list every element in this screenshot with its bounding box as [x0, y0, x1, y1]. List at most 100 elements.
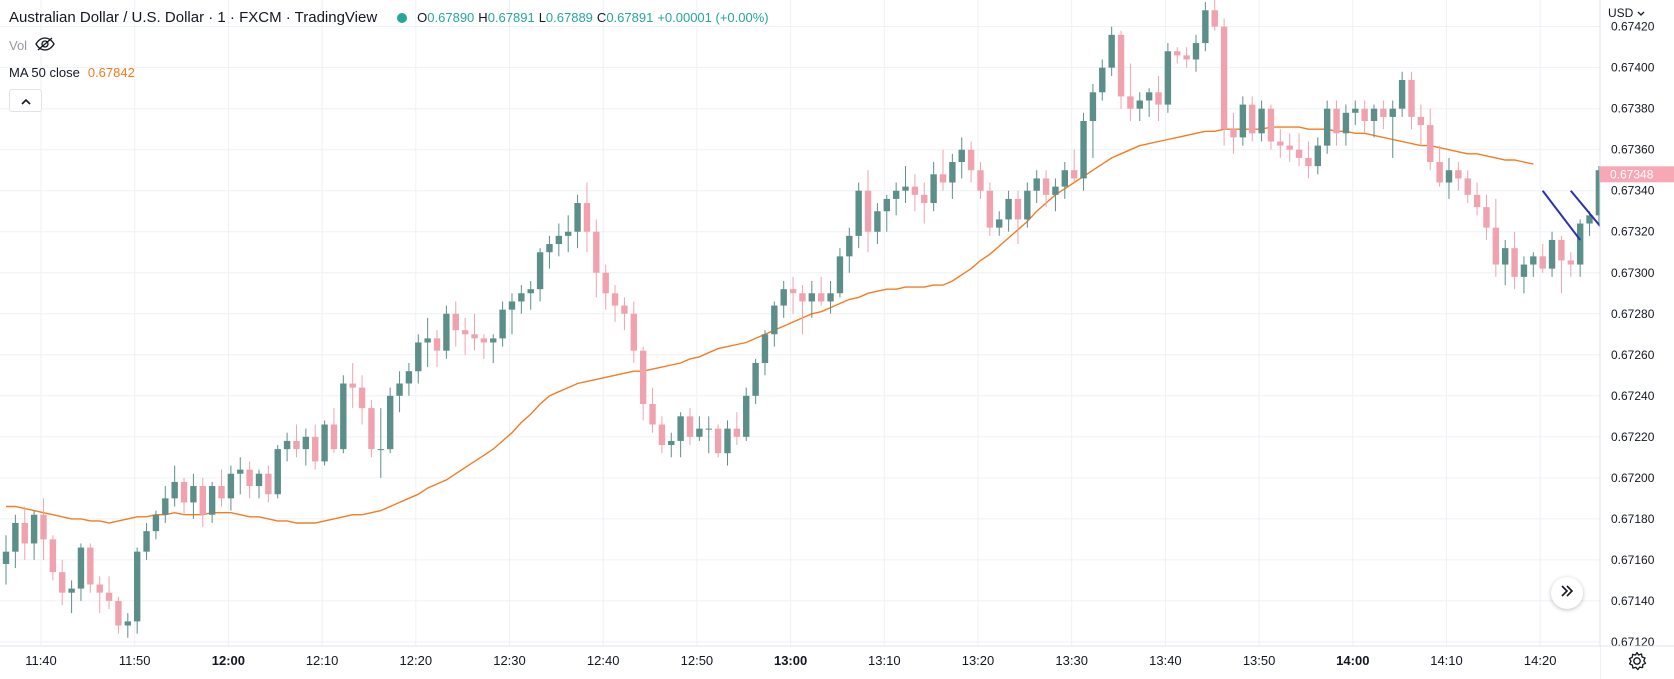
candle	[1070, 149, 1078, 183]
candle-body	[190, 486, 197, 503]
candle	[799, 285, 806, 335]
candle-body	[883, 198, 890, 212]
candle-body	[696, 428, 703, 437]
candle-body	[630, 313, 637, 351]
candle	[921, 182, 928, 224]
candle	[340, 375, 347, 454]
legend-ma-row[interactable]: MA 50 close 0.67842	[9, 65, 135, 80]
candle	[312, 424, 319, 470]
candle-body	[21, 522, 28, 544]
candle-body	[1070, 170, 1078, 179]
x-tick-label: 13:10	[868, 653, 901, 668]
candle-body	[471, 334, 478, 339]
candle-body	[565, 231, 572, 236]
candle-body	[1576, 223, 1584, 265]
candle	[1183, 47, 1190, 68]
scroll-to-realtime-button[interactable]	[1551, 577, 1583, 609]
candle	[696, 416, 703, 441]
candle	[1127, 63, 1134, 121]
price-axis[interactable]: 0.67120 0.67140 0.67160 0.67180 0.67200 0.672…	[1599, 0, 1674, 679]
y-tick-label: 0.67360	[1611, 143, 1655, 157]
x-tick-label: 12:10	[306, 653, 339, 668]
candle	[761, 330, 769, 376]
candle	[621, 297, 628, 331]
candle-body	[1398, 79, 1406, 109]
candle	[1455, 162, 1462, 191]
candle-body	[892, 190, 900, 199]
candle	[1333, 100, 1340, 146]
candle-body	[2, 551, 10, 564]
candle-body	[237, 469, 244, 474]
candle	[1211, 0, 1218, 31]
candle-body	[1145, 92, 1153, 101]
candle-body	[265, 473, 272, 495]
y-tick-label: 0.67380	[1611, 102, 1655, 116]
candle	[265, 465, 272, 503]
candle	[246, 461, 253, 499]
candle-body	[105, 592, 113, 601]
ohlc-open-key: O	[417, 10, 428, 25]
candle-body	[1220, 26, 1228, 130]
candle	[1445, 157, 1453, 199]
candle	[518, 285, 525, 314]
trend-line-drawing[interactable]	[1541, 190, 1581, 241]
candle-body	[977, 170, 984, 191]
symbol-title[interactable]: Australian Dollar / U.S. Dollar · 1 · FX…	[9, 9, 378, 26]
candle	[349, 362, 356, 409]
candle-body	[1408, 79, 1415, 117]
legend-volume-row[interactable]: Vol	[9, 37, 55, 54]
candle-body	[87, 547, 94, 585]
candle	[1286, 133, 1293, 163]
candle-body	[752, 362, 759, 396]
eye-off-icon[interactable]	[35, 37, 55, 54]
candle	[1230, 112, 1237, 154]
candle-body	[602, 272, 609, 294]
candle	[949, 153, 956, 199]
candle-body	[1295, 149, 1303, 158]
candle	[536, 248, 544, 302]
ma-label[interactable]: MA 50 close	[9, 65, 80, 80]
candle	[902, 166, 909, 204]
collapse-legend-button[interactable]	[9, 89, 42, 112]
candle-body	[490, 338, 497, 343]
candle	[565, 215, 572, 253]
candle	[1502, 239, 1509, 286]
candle	[836, 248, 844, 298]
ohlc-open: O0.67890	[417, 10, 474, 25]
candle	[668, 432, 675, 458]
candle	[752, 358, 759, 405]
candle-body	[639, 350, 647, 405]
ohlc-low-key: L	[538, 10, 546, 25]
candle-body	[1333, 108, 1340, 134]
candle	[1483, 194, 1490, 240]
candle-body	[312, 436, 319, 462]
candle	[490, 334, 497, 363]
market-status-dot[interactable]	[397, 12, 408, 23]
candle-body	[396, 383, 403, 396]
time-axis[interactable]: 11:40 11:50 12:00 12:10 12:20 12:30 12:40 12:50…	[0, 645, 1674, 679]
candle-body	[1539, 256, 1546, 269]
candle	[293, 424, 300, 458]
x-tick-label: 13:50	[1243, 653, 1276, 668]
gear-icon[interactable]	[1626, 650, 1648, 672]
y-tick-label: 0.67400	[1611, 61, 1655, 75]
candle	[1295, 133, 1303, 167]
candle-body	[1024, 190, 1031, 220]
candle	[864, 170, 872, 253]
candle-body	[1089, 92, 1097, 121]
candle-body	[30, 514, 38, 544]
candle-body	[358, 387, 366, 409]
candle	[527, 280, 534, 310]
ohlc-high-value: 0.67891	[487, 10, 535, 25]
candle-body	[349, 383, 356, 388]
candle	[283, 432, 291, 462]
candle-body	[771, 305, 778, 335]
candle	[958, 137, 965, 179]
volume-label[interactable]: Vol	[9, 38, 28, 53]
ma-value: 0.67842	[87, 65, 135, 80]
candle	[1323, 100, 1331, 154]
currency-selector[interactable]: USD	[1608, 6, 1645, 20]
candle	[1080, 112, 1087, 191]
current-price-tag	[1600, 166, 1674, 183]
